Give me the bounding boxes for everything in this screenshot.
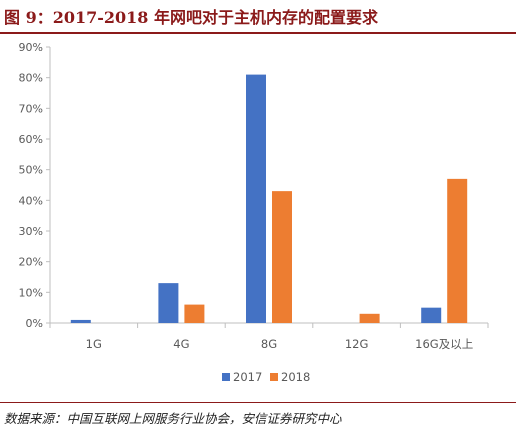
y-tick-label: 50% bbox=[19, 164, 43, 177]
bar-2017-1G bbox=[70, 319, 91, 323]
bar-chart: 0% 10% 20% 30% 40% 50% 60% 70% 80% 90% 1G 4G 8G 12G 16… bbox=[19, 41, 489, 384]
y-tick-label: 40% bbox=[19, 194, 43, 207]
figure-title: 图 9：2017-2018 年网吧对于主机内存的配置要求 bbox=[4, 8, 378, 27]
y-tick-label: 10% bbox=[19, 286, 43, 299]
y-tick-label: 80% bbox=[19, 72, 43, 85]
y-tick-label: 0% bbox=[26, 317, 43, 330]
source-note: 数据来源：中国互联网上网服务行业协会，安信证券研究中心 bbox=[4, 411, 342, 426]
legend-swatch-2018 bbox=[270, 373, 278, 381]
y-tick-label: 90% bbox=[19, 41, 43, 54]
legend-label-2017: 2017 bbox=[233, 370, 262, 384]
source-divider bbox=[0, 402, 516, 403]
bar-2018-8G bbox=[272, 191, 292, 323]
x-tick-label: 8G bbox=[261, 337, 277, 351]
legend-label-2018: 2018 bbox=[281, 370, 310, 384]
x-tick-label: 1G bbox=[86, 337, 102, 351]
x-tick-label: 4G bbox=[173, 337, 189, 351]
bar-2017-4G bbox=[158, 283, 179, 323]
bar-2017-16G及以上 bbox=[421, 307, 442, 323]
legend-swatch-2017 bbox=[222, 373, 230, 381]
x-tick-label: 16G及以上 bbox=[415, 337, 473, 351]
bar-2018-4G bbox=[184, 304, 205, 323]
y-tick-label: 70% bbox=[19, 102, 43, 115]
y-tick-label: 60% bbox=[19, 133, 43, 146]
bar-2017-8G bbox=[246, 74, 266, 323]
bar-2018-12G bbox=[359, 313, 380, 323]
title-divider bbox=[0, 32, 516, 34]
x-tick-label: 12G bbox=[345, 337, 369, 351]
bar-2018-16G及以上 bbox=[447, 178, 468, 323]
y-tick-label: 20% bbox=[19, 256, 43, 269]
y-tick-label: 30% bbox=[19, 225, 43, 238]
